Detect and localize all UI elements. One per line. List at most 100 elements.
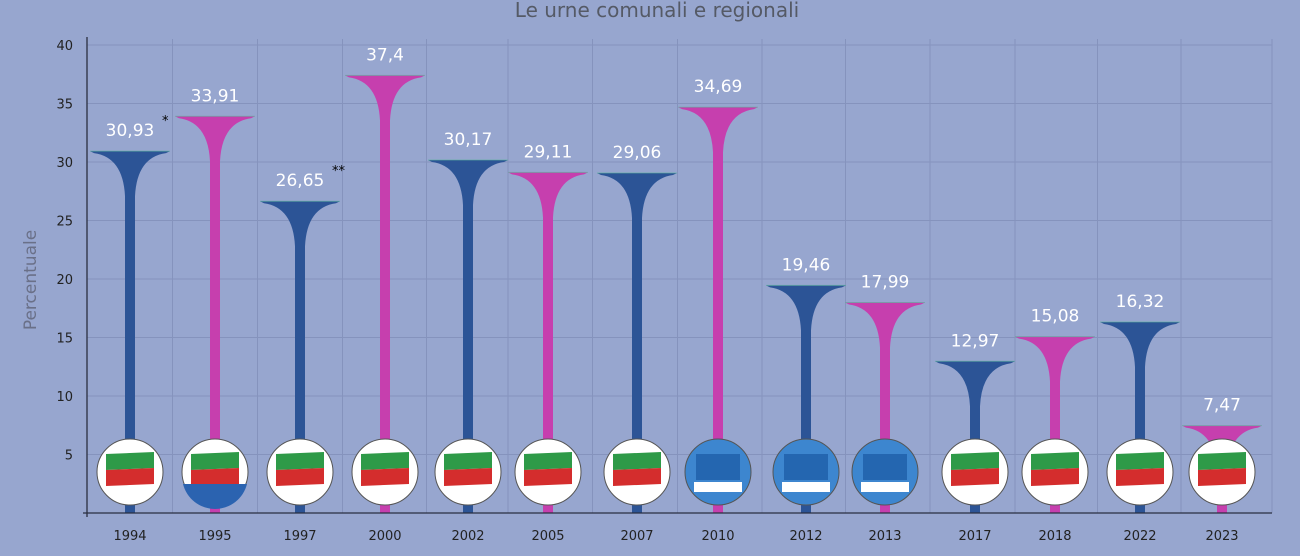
- y-tick-label: 30: [56, 156, 73, 171]
- forza-italia-berlusconi-logo: [1106, 438, 1174, 506]
- annotation-mark: *: [162, 114, 169, 129]
- logo-red-band: [361, 468, 409, 486]
- bar: [90, 151, 170, 513]
- x-tick-label: 2000: [368, 529, 401, 544]
- data-label: 29,11: [524, 142, 573, 162]
- logo-red-band: [613, 468, 661, 486]
- data-label: 34,69: [694, 77, 743, 97]
- bar-2017: 12,97: [935, 331, 1015, 513]
- data-label: 16,32: [1116, 292, 1165, 312]
- bar: [260, 201, 340, 513]
- data-label: 15,08: [1031, 307, 1080, 327]
- data-label: 7,47: [1203, 396, 1241, 416]
- bar-2000: 37,4: [345, 45, 425, 514]
- bar: [1015, 336, 1095, 513]
- data-label: 30,17: [444, 130, 493, 150]
- bar: [1100, 322, 1180, 513]
- grid: [87, 39, 1273, 513]
- x-tick-label: 1997: [283, 529, 316, 544]
- logo-band: [782, 482, 830, 492]
- x-tick-label: 2007: [620, 529, 653, 544]
- popolo-della-liberta-logo: [772, 438, 840, 506]
- bar: [935, 361, 1015, 513]
- logo-green-band: [524, 452, 572, 470]
- logo-green-band: [1198, 452, 1246, 470]
- y-tick-label: 35: [56, 98, 73, 113]
- x-tick-label: 2022: [1123, 529, 1156, 544]
- forza-italia-logo: [603, 438, 671, 506]
- bar-2002: 30,17: [428, 130, 508, 514]
- bar-2013: 17,99: [845, 273, 925, 513]
- logo-green-band: [276, 452, 324, 470]
- logo-green-band: [951, 452, 999, 470]
- axes: 5 10 15 20 25 30 35 40 1994 1995 1997 2000 2002 2005 2…: [56, 37, 1272, 544]
- logo-green-band: [361, 452, 409, 470]
- bar-1995: 33,91: [175, 86, 255, 514]
- data-label: 29,06: [613, 143, 662, 163]
- x-tick-label: 2002: [451, 529, 484, 544]
- y-tick-label: 25: [56, 215, 73, 230]
- x-tick-label: 1994: [113, 529, 146, 544]
- forza-italia-berlusconi-fontana-logo: [1188, 438, 1256, 506]
- bar: [766, 285, 846, 513]
- data-label: 37,4: [366, 45, 404, 65]
- y-axis-label: Percentuale: [21, 230, 41, 330]
- y-tick-label: 20: [56, 273, 73, 288]
- x-tick-label: 2018: [1038, 529, 1071, 544]
- logo-red-band: [444, 468, 492, 486]
- logo-band: [863, 454, 907, 480]
- x-tick-label: 2023: [1205, 529, 1238, 544]
- bars: 30,93 * 33,91 26,65 ** 37,4 30,17 29,11 29,06 34,…: [90, 45, 1262, 514]
- bar-2018: 15,08: [1015, 307, 1095, 513]
- data-label: 30,93: [106, 121, 155, 141]
- bar: [678, 107, 758, 513]
- forza-italia-logo: [351, 438, 419, 506]
- bar-2005: 29,11: [508, 142, 588, 513]
- bar-2010: 34,69: [678, 77, 758, 513]
- y-tick-label: 40: [56, 39, 73, 54]
- forza-italia-logo: [514, 438, 582, 506]
- x-tick-label: 2017: [958, 529, 991, 544]
- logo-red-band: [106, 468, 154, 486]
- x-tick-label: 1995: [198, 529, 231, 544]
- y-tick-label: 10: [56, 390, 73, 405]
- bar: [345, 75, 425, 514]
- logo-green-band: [444, 452, 492, 470]
- logo-green-band: [1116, 452, 1164, 470]
- data-label: 19,46: [782, 255, 831, 275]
- logo-red-band: [951, 468, 999, 486]
- logo-green-band: [1031, 452, 1079, 470]
- forza-italia-polo-logo: [181, 438, 249, 509]
- logo-green-band: [613, 452, 661, 470]
- forza-italia-berlusconi-logo: [941, 438, 1009, 506]
- logo-blue-band: [183, 484, 247, 509]
- y-tick-label: 5: [65, 449, 73, 464]
- logo-band: [784, 454, 828, 480]
- bar-1994: 30,93 *: [90, 114, 170, 513]
- x-tick-label: 2010: [701, 529, 734, 544]
- logo-red-band: [1031, 468, 1079, 486]
- logo-red-band: [1116, 468, 1164, 486]
- data-label: 26,65: [276, 171, 325, 191]
- annotation-mark: **: [332, 164, 346, 179]
- logo-red-band: [1198, 468, 1246, 486]
- logo-green-band: [191, 452, 239, 470]
- forza-italia-berlusconi-fontana-logo: [1021, 438, 1089, 506]
- logo-red-band: [524, 468, 572, 486]
- bar: [597, 172, 677, 514]
- logo-band: [694, 482, 742, 492]
- data-label: 33,91: [191, 86, 240, 106]
- logo-green-band: [106, 452, 154, 470]
- logo-red-band: [276, 468, 324, 486]
- logo-red-band: [191, 468, 239, 486]
- bar: [845, 302, 925, 513]
- bar: [508, 172, 588, 513]
- data-label: 17,99: [861, 273, 910, 293]
- popolo-della-liberta-logo: [684, 438, 752, 506]
- forza-italia-logo: [96, 438, 164, 506]
- x-tick-label: 2005: [531, 529, 564, 544]
- bar-2007: 29,06: [597, 143, 677, 514]
- x-tick-label: 2013: [868, 529, 901, 544]
- bar: [428, 160, 508, 514]
